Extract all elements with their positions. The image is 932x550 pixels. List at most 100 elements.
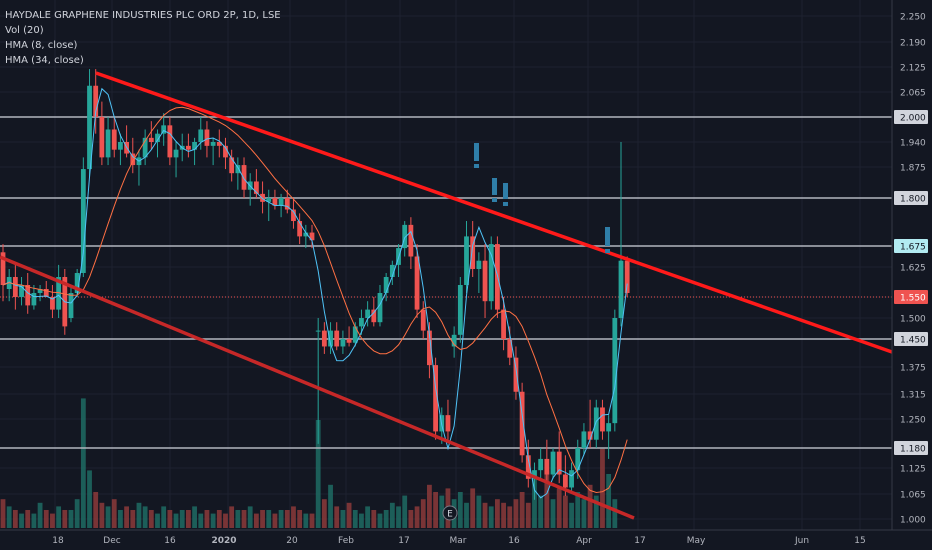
- time-tick-label: May: [687, 536, 706, 546]
- candle-body: [111, 129, 117, 150]
- candle-body: [581, 431, 587, 448]
- volume-bar: [593, 495, 599, 528]
- volume-bar: [278, 510, 284, 528]
- time-tick-label: Dec: [103, 536, 120, 546]
- volume-bar: [612, 499, 618, 528]
- symbol-title[interactable]: HAYDALE GRAPHENE INDUSTRIES PLC ORD 2P, …: [5, 10, 281, 21]
- price-tick-label: 1.065: [900, 491, 926, 501]
- price-tick-label: 2.065: [900, 89, 926, 99]
- volume-bar: [569, 502, 574, 528]
- candle-body: [389, 264, 395, 277]
- earnings-icon: [442, 505, 458, 521]
- volume-bar: [253, 513, 259, 528]
- volume-bar: [62, 510, 68, 528]
- volume-bar: [439, 495, 445, 528]
- volume-bar: [488, 506, 494, 528]
- candle-body: [80, 169, 86, 273]
- volume-bar: [204, 510, 210, 528]
- volume-bar: [148, 510, 154, 528]
- candle-body: [260, 193, 265, 202]
- time-axis-background: [0, 530, 932, 550]
- time-tick-label: Apr: [576, 536, 592, 546]
- hma-slow-label[interactable]: HMA (34, close): [5, 55, 84, 66]
- hma-fast-label[interactable]: HMA (8, close): [5, 40, 78, 51]
- candle-body: [297, 221, 303, 237]
- volume-bar: [130, 510, 136, 528]
- volume-bar: [470, 488, 476, 528]
- volume-bar: [37, 502, 43, 528]
- candle-body: [321, 330, 327, 347]
- candle-body: [365, 309, 371, 318]
- signal-flag: [605, 227, 610, 246]
- volume-bar: [216, 510, 222, 528]
- volume-bar: [229, 506, 235, 528]
- time-tick-label: 18: [52, 536, 64, 546]
- level-price-tag-label: 1.675: [900, 243, 926, 253]
- candle-body: [25, 285, 31, 306]
- price-tick-label: 1.375: [900, 364, 926, 374]
- candle-body: [43, 289, 49, 297]
- signal-flag-dot: [605, 249, 610, 253]
- candle-body: [593, 407, 599, 440]
- volume-bar: [192, 506, 197, 528]
- level-price-tag: [894, 441, 928, 455]
- volume-bar: [50, 513, 55, 528]
- price-tick-label: 1.125: [900, 465, 926, 475]
- candle-body: [445, 415, 451, 432]
- volume-bar: [340, 510, 346, 528]
- volume-bar: [587, 484, 593, 528]
- time-axis[interactable]: 18 Dec 16 2020 20 Feb 17 Mar 16 Apr 17 May Jun 15: [0, 529, 932, 550]
- volume-bar: [414, 506, 420, 528]
- volume-bar: [427, 484, 432, 528]
- candle-body: [155, 133, 160, 142]
- volume-bar: [315, 420, 321, 528]
- earnings-marker[interactable]: E: [442, 505, 458, 521]
- candle-body: [118, 142, 123, 150]
- candle-body: [303, 232, 309, 237]
- volume-bar: [550, 499, 556, 528]
- candle-body: [291, 209, 296, 222]
- volume-bar: [359, 513, 364, 528]
- candle-body: [538, 458, 544, 471]
- volume-bar: [93, 492, 99, 528]
- volume-indicator-label[interactable]: Vol (20): [5, 25, 44, 36]
- candle-body: [525, 455, 531, 479]
- volume-bar: [161, 506, 167, 528]
- volume-bar: [87, 470, 92, 528]
- price-tick-label: 1.875: [900, 164, 926, 174]
- candle-body: [618, 260, 624, 318]
- time-tick-label: Feb: [338, 536, 354, 546]
- volume-bar: [507, 506, 513, 528]
- signal-flag: [474, 143, 479, 161]
- candle-body: [550, 451, 556, 475]
- candle-body: [340, 339, 346, 347]
- price-axis[interactable]: 2.250 2.190 2.125 2.065 1.940 1.875 1.625 1.550…: [891, 0, 932, 530]
- time-tick-label: 16: [164, 536, 176, 546]
- candle-body: [148, 137, 154, 142]
- candle-body: [346, 339, 352, 343]
- candle-body: [606, 423, 612, 432]
- candle-body: [352, 326, 358, 343]
- grid: [0, 0, 892, 530]
- price-tick-label: 1.250: [900, 416, 926, 426]
- candle-body: [569, 470, 574, 488]
- trendlines: [0, 71, 893, 520]
- candle-body: [451, 334, 457, 347]
- candle-body: [167, 125, 173, 158]
- earnings-icon-label: E: [447, 510, 453, 520]
- volume-bar: [581, 499, 587, 528]
- candle-body: [186, 145, 191, 150]
- candle-body: [235, 165, 241, 174]
- signal-flag-dot: [474, 164, 479, 168]
- candle-body: [278, 198, 284, 206]
- volume-bar: [260, 510, 265, 528]
- candle-body: [377, 293, 383, 323]
- candle-body: [0, 252, 6, 285]
- price-tick-label: 1.500: [900, 315, 926, 325]
- volume-bar: [538, 495, 544, 528]
- volume-bar: [525, 502, 531, 528]
- hma-slow-line: [2, 106, 628, 494]
- volume-bar: [25, 510, 31, 528]
- volume-bar: [482, 502, 488, 528]
